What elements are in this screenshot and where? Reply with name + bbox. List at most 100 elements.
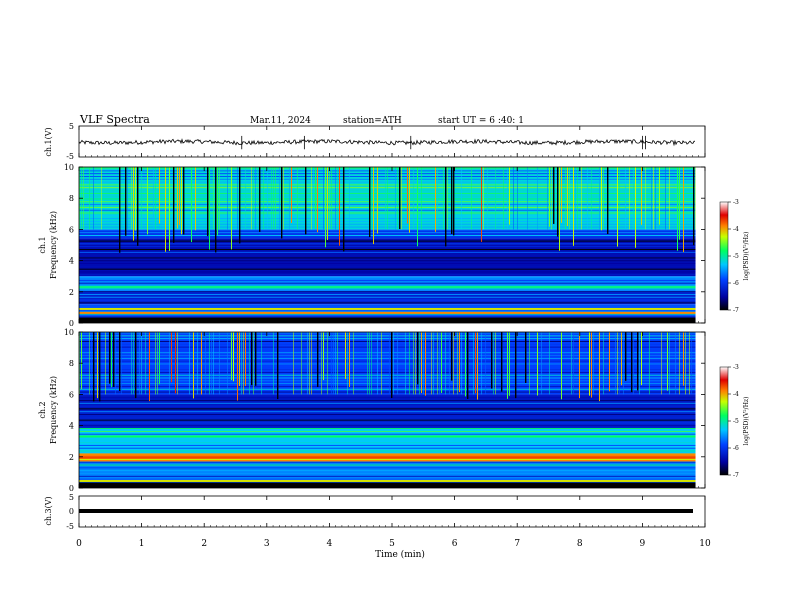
spectrogram-streak [239, 332, 240, 386]
ytick-label: 2 [69, 453, 74, 462]
spectrogram-streak [259, 167, 261, 232]
spectrogram-streak [579, 332, 580, 399]
spectrogram-band [79, 394, 696, 410]
spectrogram-line [79, 335, 696, 337]
spectrogram-streak [625, 332, 627, 381]
spectrogram-line [79, 274, 696, 276]
spectrogram-streak [689, 332, 690, 395]
spectrogram-streak [293, 332, 294, 395]
spectrogram-streak [551, 167, 552, 230]
spectrogram-streak [495, 167, 496, 230]
ch3-ytick-mid: 0 [69, 507, 74, 516]
spectrogram-streak [99, 332, 101, 402]
spectrogram-streak [155, 332, 156, 395]
spectrogram-line [79, 271, 696, 273]
spectrogram-line [79, 349, 696, 351]
spectrogram-streak [419, 332, 420, 395]
ch1-colorbar-ticks: -3 -4 -5 -6 -7 [728, 199, 739, 314]
spectrogram-streak [619, 167, 620, 230]
spectrogram-streak [393, 332, 394, 395]
spectrogram-streak [633, 167, 634, 230]
spectrogram-streak [473, 332, 474, 395]
spectrogram-strong-line [79, 307, 696, 310]
spectrogram-streak [333, 332, 334, 395]
spectrogram-streak [385, 167, 386, 230]
spectrogram-band [79, 238, 696, 277]
spectrogram-streak [249, 332, 250, 395]
spectrogram-streak [273, 167, 274, 230]
spectrogram-streak [639, 332, 640, 395]
xtick-label: 4 [327, 539, 333, 549]
spectrogram-streak [297, 167, 298, 230]
spectrogram-streak [617, 167, 618, 247]
spectrogram-line [79, 377, 696, 379]
spectrogram-streak [145, 332, 146, 395]
spectrogram-streak [465, 332, 466, 397]
spectrogram-strong-line [79, 435, 696, 438]
spectrogram-streak [609, 332, 610, 392]
xtick-label: 0 [76, 539, 82, 549]
spectrogram-streak [421, 332, 422, 394]
ch3-waveform-ylabel: ch.3(V) [44, 496, 53, 525]
spectrogram-streak [471, 167, 472, 230]
ytick-label: 4 [69, 422, 74, 431]
spectrogram-line [79, 285, 696, 287]
spectrogram-streak [327, 167, 328, 240]
spectrogram-streak [587, 167, 588, 230]
spectrogram-line [79, 385, 696, 387]
spectrogram-streak [645, 167, 646, 230]
spectrogram-streak [311, 167, 312, 230]
spectrogram-line [79, 249, 696, 250]
ch1-waveform-panel: 5 -5 ch.1(V) [44, 122, 706, 161]
spectrogram-streak [581, 167, 582, 230]
spectrogram-streak [527, 167, 528, 230]
ch1-ytick-bottom: -5 [66, 152, 74, 161]
spectrogram-streak [491, 332, 493, 389]
spectrogram-streak [111, 332, 112, 388]
spectrogram-streak [201, 332, 202, 395]
spectrogram-line [79, 310, 696, 312]
spectrogram-streak [561, 332, 562, 400]
spectrogram-streak [485, 332, 486, 395]
spectrogram-streak [211, 332, 212, 395]
spectrogram-line [79, 346, 696, 348]
spectrogram-streak [219, 167, 220, 230]
spectrogram-line [79, 237, 696, 239]
spectrogram-streak [451, 332, 453, 381]
spectrogram-line [79, 235, 696, 236]
spectrogram-streak [119, 332, 121, 391]
ch2-colorbar-ticks: -3 -4 -5 -6 -7 [728, 364, 739, 479]
ch3-ytick-bottom: -5 [66, 522, 74, 531]
spectrogram-streak [615, 332, 616, 395]
spectrogram-streak [443, 167, 444, 230]
spectrogram-line [79, 254, 696, 256]
spectrogram-streak [679, 332, 680, 395]
spectrogram-streak [267, 167, 268, 230]
spectrogram-streak [477, 332, 478, 400]
spectrogram-streak [213, 167, 214, 230]
spectrogram-nodata [695, 167, 705, 323]
spectrogram-streak [97, 332, 98, 399]
spectrogram-streak [215, 167, 217, 253]
spectrogram-streak [607, 167, 609, 235]
spectrogram-streak [453, 167, 455, 236]
spectrogram-line [79, 371, 696, 373]
spectrogram-streak [371, 167, 372, 230]
spectrogram-streak [389, 332, 390, 395]
spectrogram-line [79, 473, 696, 474]
spectrogram-streak [283, 167, 284, 230]
spectrogram-streak [669, 167, 670, 230]
spectrogram-streak [277, 332, 279, 400]
spectrogram-streak [173, 167, 175, 243]
ytick-label: 8 [69, 359, 74, 368]
spectrogram-streak [311, 332, 312, 395]
spectrogram-streak [641, 332, 642, 386]
spectrogram-streak [321, 332, 322, 395]
spectrogram-streak [537, 332, 538, 396]
spectrogram-streak [251, 167, 252, 230]
spectrogram-streak [495, 332, 496, 395]
time-axis-label: Time (min) [375, 549, 425, 560]
spectrogram-streak [655, 167, 656, 230]
spectrogram-streak [177, 167, 178, 229]
spectrogram-line [79, 397, 696, 399]
